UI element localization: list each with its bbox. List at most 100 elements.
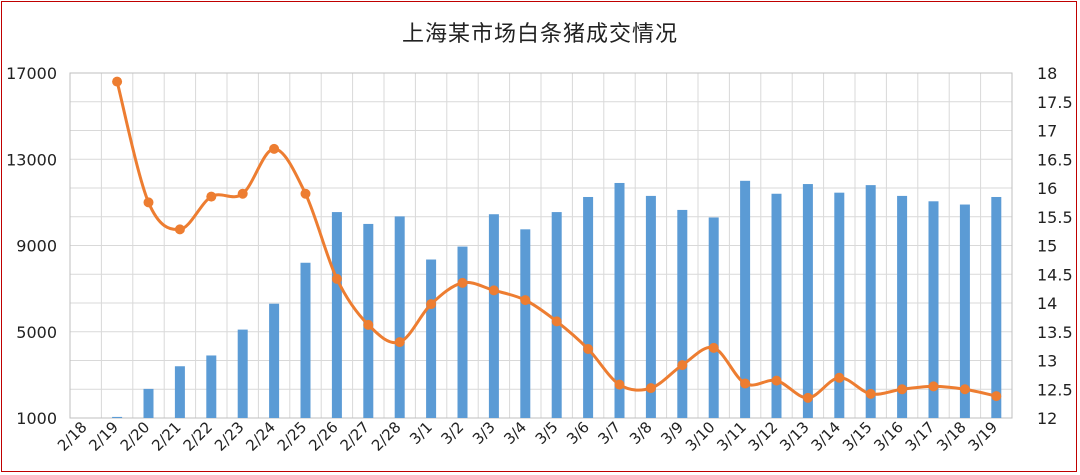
bar: [583, 196, 594, 418]
y-right-tick-label: 14: [1037, 294, 1057, 313]
bar: [677, 209, 688, 418]
x-tick-label: 2/24: [242, 418, 279, 455]
bar: [206, 355, 217, 418]
y-right-tick-label: 13: [1037, 352, 1057, 371]
bar: [645, 195, 656, 418]
bar: [174, 366, 185, 418]
y-right-tick-label: 17.5: [1037, 93, 1073, 112]
bar: [865, 185, 876, 418]
line-point: [551, 316, 562, 327]
bar: [928, 201, 939, 418]
line-series: [112, 76, 1002, 403]
chart-grid: [69, 72, 1013, 419]
x-tick-label: 3/5: [532, 418, 562, 448]
x-tick-label: 3/11: [713, 418, 750, 455]
y-right-tick-label: 15: [1037, 237, 1057, 256]
line-point: [363, 319, 374, 330]
line-point: [771, 375, 782, 386]
x-tick-label: 3/16: [870, 418, 907, 455]
line-point: [740, 378, 751, 389]
y-left-tick-label: 1000: [16, 409, 57, 428]
x-tick-label: 3/7: [595, 418, 625, 448]
bar: [426, 259, 437, 418]
line-point: [834, 372, 845, 383]
y-right-tick-label: 13.5: [1037, 323, 1073, 342]
bar: [991, 196, 1002, 418]
line-point: [143, 197, 154, 208]
y-right-tick-label: 16: [1037, 179, 1057, 198]
x-tick-label: 3/6: [563, 418, 593, 448]
line-point: [865, 388, 876, 399]
x-tick-label: 3/2: [438, 418, 468, 448]
bar: [771, 193, 782, 418]
chart-axes: 17000 13000 9000 5000 1000 18 17.5 17 16.5 16 15.5…: [6, 64, 1073, 455]
x-tick-label: 2/19: [85, 418, 122, 455]
line-point: [520, 295, 531, 306]
x-tick-label: 3/19: [965, 418, 1002, 455]
line-point: [269, 143, 280, 154]
x-tick-label: 3/14: [808, 418, 845, 455]
bar: [269, 303, 280, 418]
x-tick-label: 3/3: [469, 418, 499, 448]
y-right-tick-label: 12: [1037, 409, 1057, 428]
line-point: [677, 360, 688, 371]
line-point: [394, 337, 405, 348]
y-left-tick-label: 17000: [6, 64, 57, 83]
line-point: [237, 188, 248, 199]
x-tick-label: 2/18: [54, 418, 91, 455]
line-point: [614, 379, 625, 390]
x-tick-label: 2/25: [274, 418, 311, 455]
bar: [959, 204, 970, 418]
line-point: [802, 392, 813, 403]
line-point: [206, 191, 217, 202]
line-point: [174, 224, 185, 235]
line-point: [897, 384, 908, 395]
y-right-tick-label: 12.5: [1037, 380, 1073, 399]
bar: [488, 214, 499, 418]
x-tick-label: 3/10: [682, 418, 719, 455]
y-left-tick-label: 13000: [6, 150, 57, 169]
bar-series: [112, 180, 1002, 418]
x-tick-label: 2/20: [117, 418, 154, 455]
x-tick-label: 2/26: [305, 418, 342, 455]
line-point: [708, 342, 719, 353]
bar: [708, 217, 719, 418]
bar: [834, 192, 845, 418]
bar: [520, 229, 531, 418]
y-right-tick-label: 16.5: [1037, 150, 1073, 169]
y-right-tick-label: 14.5: [1037, 265, 1073, 284]
x-tick-label: 3/8: [626, 418, 656, 448]
line-point: [583, 344, 594, 354]
line-point: [112, 76, 123, 87]
line-point: [331, 273, 342, 284]
line-point: [426, 299, 437, 310]
x-tick-label: 2/21: [148, 418, 185, 455]
x-tick-label: 3/1: [406, 418, 436, 448]
line-point: [991, 391, 1002, 402]
y-left-tick-label: 9000: [16, 237, 57, 256]
bar: [457, 246, 468, 418]
plot-area-border: [69, 72, 1013, 419]
x-tick-label: 3/13: [776, 418, 813, 455]
bar: [112, 416, 123, 418]
x-tick-label: 3/4: [500, 418, 530, 448]
x-tick-label: 3/18: [933, 418, 970, 455]
bar: [897, 195, 908, 418]
y-right-tick-label: 18: [1037, 64, 1057, 83]
bar: [551, 212, 562, 418]
bar: [331, 212, 342, 418]
bar: [300, 262, 311, 418]
chart-title: 上海某市场白条猪成交情况: [401, 22, 678, 47]
bar: [237, 329, 248, 418]
line-point: [959, 384, 970, 395]
x-tick-label: 3/12: [745, 418, 782, 455]
x-tick-label: 2/23: [211, 418, 248, 455]
line-point: [645, 383, 656, 394]
bar: [802, 184, 813, 418]
x-tick-label: 3/15: [839, 418, 876, 455]
x-tick-label: 3/17: [902, 418, 939, 455]
y-right-tick-label: 15.5: [1037, 208, 1073, 227]
bar: [143, 388, 154, 418]
